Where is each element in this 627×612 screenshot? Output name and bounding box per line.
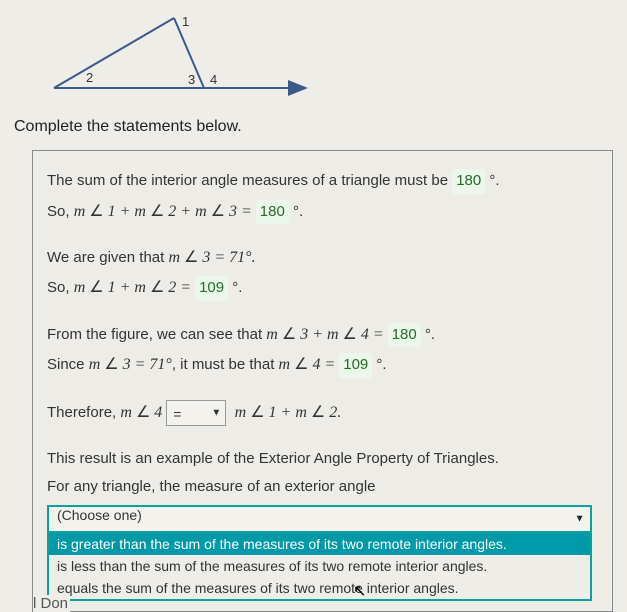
b1-line1: The sum of the interior angle measures o…: [47, 169, 598, 194]
b4-line: Therefore, m ∠ 4 = ▼ m ∠ 1 + m ∠ 2.: [47, 400, 598, 426]
answer-180-c[interactable]: 180: [388, 323, 421, 348]
cutoff-text: l Don: [33, 595, 70, 612]
angle-label-3: 3: [188, 72, 195, 87]
answer-180-a[interactable]: 180: [452, 169, 485, 194]
work-panel: The sum of the interior angle measures o…: [32, 150, 613, 612]
angle-label-4: 4: [210, 72, 217, 87]
b2-line2: So, m ∠ 1 + m ∠ 2 = 109 °.: [47, 276, 598, 301]
chevron-down-icon: ▼: [575, 513, 585, 524]
b3-line1: From the figure, we can see that m ∠ 3 +…: [47, 323, 598, 348]
b1-line2: So, m ∠ 1 + m ∠ 2 + m ∠ 3 = 180 °.: [47, 200, 598, 225]
b5-line1: This result is an example of the Exterio…: [47, 448, 598, 471]
answer-180-b[interactable]: 180: [256, 200, 289, 225]
chevron-down-icon: ▼: [211, 405, 221, 420]
b3-line2: Since m ∠ 3 = 71°, it must be that m ∠ 4…: [47, 353, 598, 378]
dropdown-option-equals[interactable]: equals the sum of the measures of its tw…: [47, 577, 592, 601]
b5-line2: For any triangle, the measure of an exte…: [47, 476, 598, 499]
answer-109-a[interactable]: 109: [195, 276, 228, 301]
b2-line1: We are given that m ∠ 3 = 71°.: [47, 246, 598, 270]
relation-select[interactable]: = ▼: [166, 400, 226, 426]
dropdown-option-less[interactable]: is less than the sum of the measures of …: [47, 555, 592, 577]
instruction-text: Complete the statements below.: [14, 118, 613, 136]
answer-109-b[interactable]: 109: [339, 353, 372, 378]
angle-label-2: 2: [86, 70, 93, 85]
triangle-figure: 1 2 3 4: [14, 8, 613, 108]
property-select[interactable]: (Choose one) ▼: [47, 505, 592, 533]
dropdown-option-greater[interactable]: is greater than the sum of the measures …: [47, 533, 592, 555]
angle-label-1: 1: [182, 14, 189, 29]
